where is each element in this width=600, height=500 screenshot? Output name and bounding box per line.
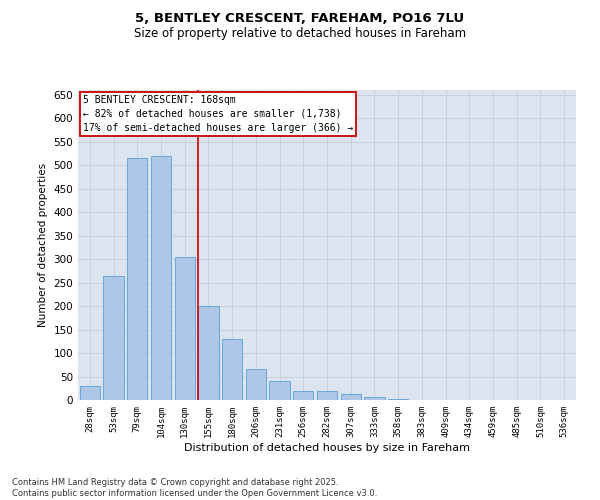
Text: Contains HM Land Registry data © Crown copyright and database right 2025.
Contai: Contains HM Land Registry data © Crown c… xyxy=(12,478,377,498)
Bar xyxy=(269,381,290,400)
Text: 5, BENTLEY CRESCENT, FAREHAM, PO16 7LU: 5, BENTLEY CRESCENT, FAREHAM, PO16 7LU xyxy=(136,12,464,26)
Bar xyxy=(246,370,266,400)
Bar xyxy=(175,256,195,400)
Bar xyxy=(293,390,313,400)
Bar xyxy=(103,276,124,400)
Bar xyxy=(388,398,408,400)
Bar xyxy=(199,306,218,400)
Bar xyxy=(341,394,361,400)
Bar xyxy=(127,158,148,400)
Bar xyxy=(317,390,337,400)
Text: Size of property relative to detached houses in Fareham: Size of property relative to detached ho… xyxy=(134,28,466,40)
Text: 5 BENTLEY CRESCENT: 168sqm
← 82% of detached houses are smaller (1,738)
17% of s: 5 BENTLEY CRESCENT: 168sqm ← 82% of deta… xyxy=(83,94,353,132)
Bar xyxy=(151,156,171,400)
X-axis label: Distribution of detached houses by size in Fareham: Distribution of detached houses by size … xyxy=(184,442,470,452)
Bar xyxy=(80,386,100,400)
Bar xyxy=(364,396,385,400)
Y-axis label: Number of detached properties: Number of detached properties xyxy=(38,163,48,327)
Bar xyxy=(222,339,242,400)
